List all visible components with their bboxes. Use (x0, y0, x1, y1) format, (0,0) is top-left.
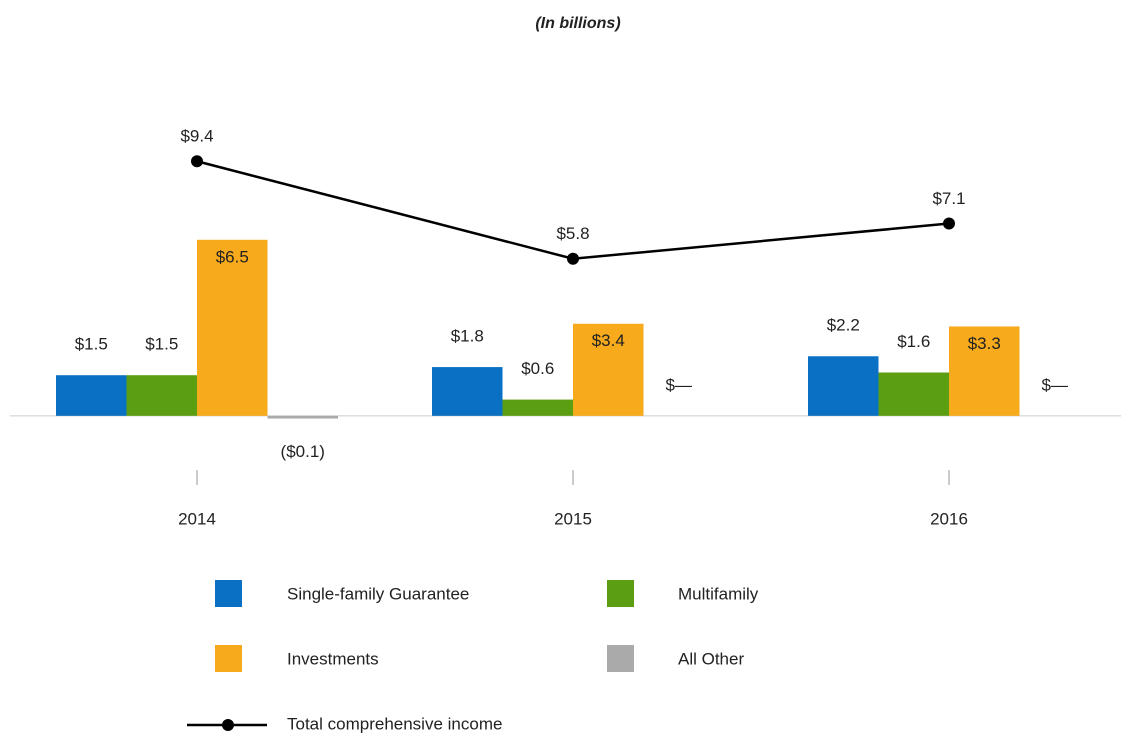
legend-swatch (215, 645, 242, 672)
bar-value-label: $3.3 (968, 334, 1001, 353)
legend-label: Multifamily (678, 584, 759, 603)
x-tick-label: 2015 (554, 509, 592, 528)
bar (56, 375, 127, 416)
bar-value-label: $1.8 (451, 327, 484, 346)
line-value-label: $5.8 (556, 224, 589, 243)
bar (808, 356, 879, 416)
line-point (191, 155, 203, 168)
bar (878, 372, 949, 416)
legend-swatch (215, 580, 242, 607)
bar (267, 415, 338, 419)
x-tick-label: 2016 (930, 509, 968, 528)
legend-label: Single-family Guarantee (287, 584, 469, 603)
legend-label: Total comprehensive income (287, 714, 502, 733)
line (196, 160, 950, 261)
line-value-label: $7.1 (932, 189, 965, 208)
legend-swatch (607, 645, 634, 672)
legend-swatch (607, 580, 634, 607)
line-point (567, 252, 579, 265)
bar-value-label: $— (1042, 375, 1068, 394)
x-tick-label: 2014 (178, 509, 216, 528)
legend-label: All Other (678, 649, 744, 668)
bar (197, 239, 268, 416)
legend-dot (222, 719, 234, 731)
bar-value-label: ($0.1) (281, 442, 325, 461)
bar (432, 367, 503, 416)
bar (573, 323, 644, 416)
chart-subtitle: (In billions) (535, 15, 620, 32)
bar-value-label: $— (666, 375, 692, 394)
bar-value-label: $1.6 (897, 332, 930, 351)
bar-value-label: $1.5 (75, 335, 108, 354)
bar-value-label: $1.5 (145, 335, 178, 354)
line-point (943, 217, 955, 230)
legend-label: Investments (287, 649, 379, 668)
line-value-label: $9.4 (180, 127, 213, 146)
bar-value-label: $0.6 (521, 359, 554, 378)
bar (502, 399, 573, 416)
bar (126, 375, 197, 416)
bar-value-label: $2.2 (827, 316, 860, 335)
bar-value-label: $3.4 (592, 331, 625, 350)
bar (949, 326, 1020, 416)
bar-value-label: $6.5 (216, 247, 249, 266)
